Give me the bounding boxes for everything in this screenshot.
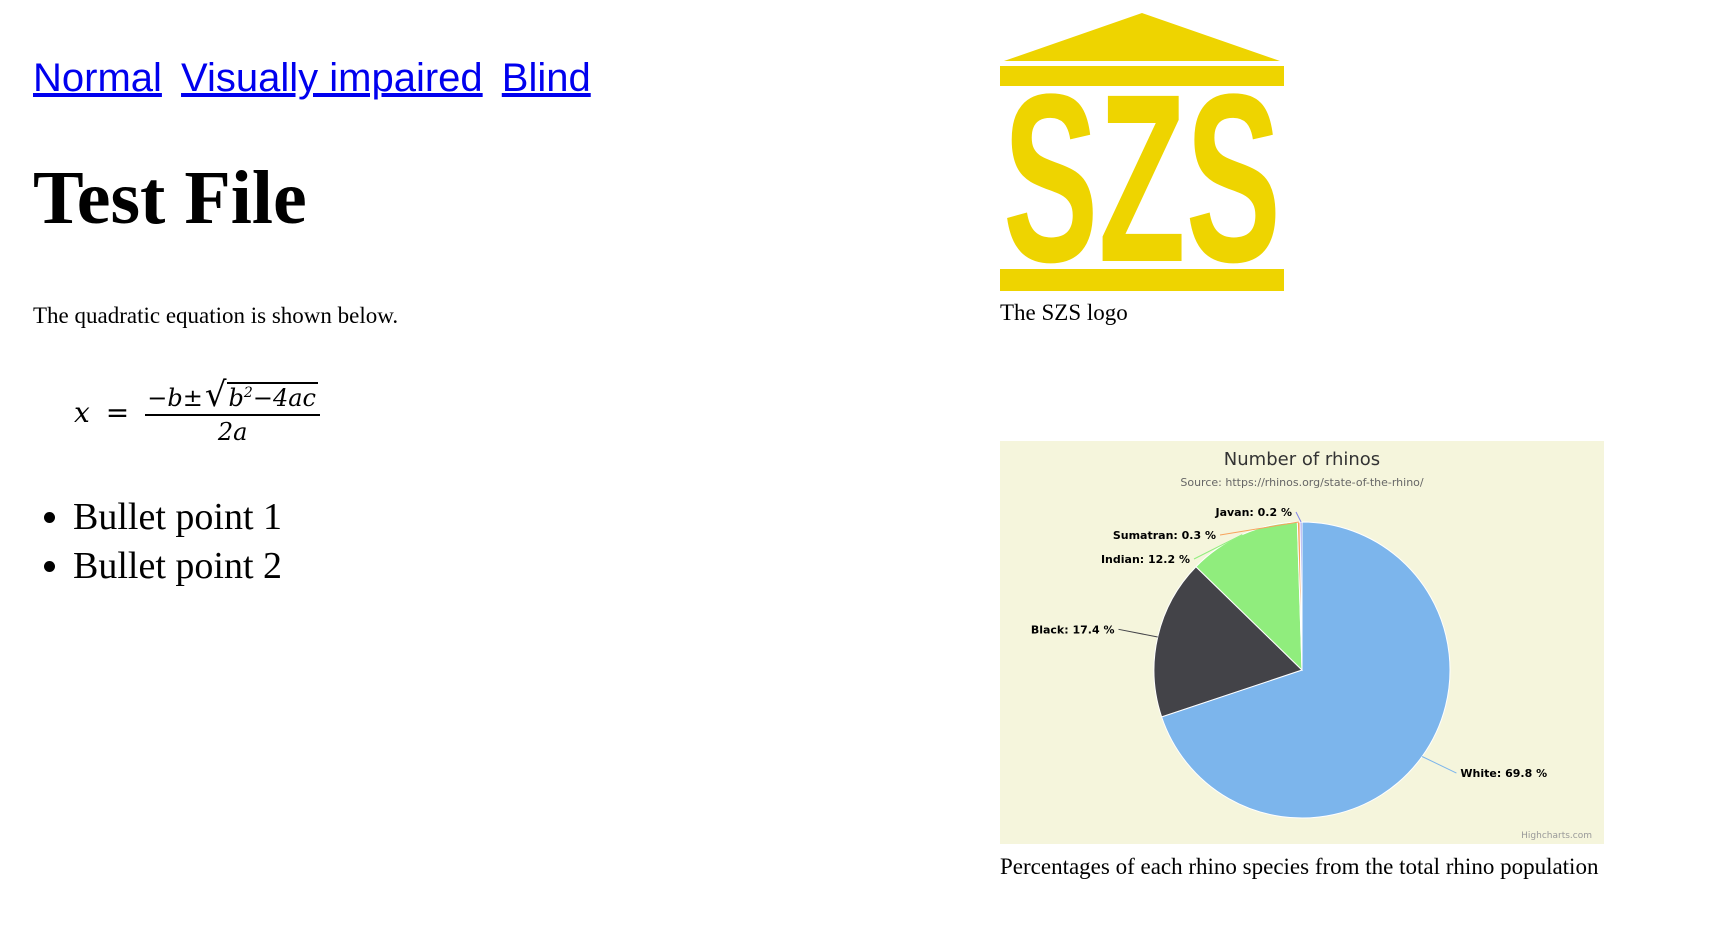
- mode-link-blind[interactable]: Blind: [501, 56, 591, 100]
- pie-label-white: White: 69.8 %: [1460, 767, 1547, 780]
- pie-slice-indian[interactable]: [1195, 521, 1303, 672]
- list-item: Bullet point 2: [73, 542, 282, 591]
- pie-connector-javan: [1295, 511, 1302, 523]
- mode-link-visually-impaired[interactable]: Visually impaired: [181, 56, 483, 100]
- logo-caption: The SZS logo: [1000, 300, 1128, 325]
- quadratic-equation: x = −b± √ b2−4ac 2a: [74, 378, 320, 446]
- logo-roof: [1004, 13, 1280, 61]
- pie-label-indian: Indian: 12.2 %: [1101, 553, 1190, 566]
- pie-label-javan: Javan: 0.2 %: [1214, 506, 1292, 519]
- pie-connector-sumatran: [1219, 521, 1299, 536]
- logo-text: SZS: [1003, 44, 1281, 291]
- pie-connector-indian: [1193, 534, 1243, 560]
- logo-bottom-bar: [1000, 269, 1284, 291]
- equation-numerator: −b± √ b2−4ac: [145, 378, 320, 414]
- equation-equals: =: [105, 395, 130, 429]
- list-item: Bullet point 1: [73, 493, 282, 542]
- sqrt-icon: √: [204, 375, 227, 415]
- pie-label-sumatran: Sumatran: 0.3 %: [1113, 529, 1216, 542]
- chart-title: Number of rhinos: [1224, 449, 1380, 470]
- equation-lhs: x: [74, 395, 90, 429]
- page-title: Test File: [33, 156, 307, 240]
- pie-slices: [1153, 521, 1451, 819]
- logo-top-bar: [1000, 66, 1284, 86]
- mode-link-normal[interactable]: Normal: [33, 56, 162, 100]
- pie-connector-white: [1421, 756, 1457, 774]
- chart-credit: Highcharts.com: [1521, 831, 1592, 841]
- chart-caption: Percentages of each rhino species from t…: [1000, 854, 1599, 879]
- equation-radicand: b2−4ac: [226, 382, 318, 412]
- equation-fraction: −b± √ b2−4ac 2a: [145, 378, 320, 446]
- pie-slice-white[interactable]: [1160, 521, 1451, 819]
- pie-label-black: Black: 17.4 %: [1031, 623, 1115, 636]
- radicand-rest: −4ac: [252, 384, 316, 412]
- chart-subtitle: Source: https://rhinos.org/state-of-the-…: [1180, 476, 1424, 489]
- pie-labels: White: 69.8 % Black: 17.4 % Indian: 12.2 %…: [1031, 506, 1547, 780]
- bullet-list: Bullet point 1 Bullet point 2: [33, 493, 282, 591]
- equation-denominator: 2a: [145, 414, 320, 446]
- accessibility-mode-links: Normal Visually impaired Blind: [33, 56, 599, 101]
- radicand-b: b: [228, 384, 244, 412]
- numerator-prefix: −b±: [147, 384, 203, 412]
- szs-logo: SZS: [1000, 13, 1284, 291]
- radicand-exponent: 2: [243, 385, 253, 401]
- rhino-pie-chart: Number of rhinos Source: https://rhinos.…: [1000, 441, 1604, 844]
- intro-paragraph: The quadratic equation is shown below.: [33, 303, 399, 328]
- pie-connector-black: [1118, 628, 1158, 638]
